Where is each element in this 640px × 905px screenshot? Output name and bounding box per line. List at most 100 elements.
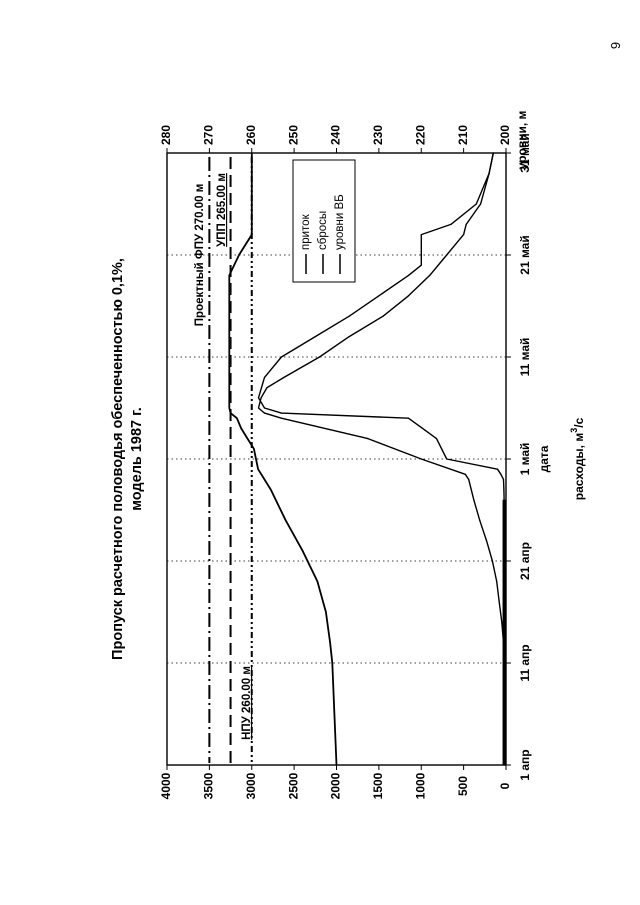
- data-point: [420, 264, 422, 266]
- data-point: [420, 234, 422, 236]
- data-point: [253, 448, 255, 450]
- data-point: [335, 764, 338, 766]
- data-point: [251, 152, 253, 154]
- data-point: [498, 601, 500, 603]
- x-tick-label: 21 май: [518, 235, 532, 274]
- data-point: [228, 407, 230, 409]
- y-right-tick-label: 240: [329, 125, 343, 145]
- y-right-tick-label: 210: [456, 125, 470, 145]
- data-point: [285, 519, 287, 521]
- data-point: [348, 336, 350, 338]
- data-point: [280, 412, 282, 414]
- text-layer: 1 апр 11 апр 21 апр 1 май 11 май 21 май 31 май…: [110, 111, 586, 800]
- y-left-axis-title-sup: 3: [569, 428, 579, 433]
- y-right-tick-label: 260: [244, 125, 258, 145]
- data-point: [331, 662, 333, 664]
- data-point: [333, 713, 335, 715]
- legend-label: уровни ВБ: [334, 194, 346, 250]
- x-tick-label: 11 апр: [518, 644, 532, 681]
- data-point: [283, 376, 285, 378]
- annotation-layer: [208, 157, 253, 763]
- data-point: [468, 478, 470, 480]
- series-layer: [228, 152, 507, 766]
- data-point: [367, 438, 369, 440]
- x-axis-title: дата: [537, 445, 551, 472]
- legend-label: сбросы: [317, 211, 329, 250]
- data-point: [329, 642, 331, 644]
- data-point: [325, 611, 327, 613]
- y-left-axis-title-base: расходы, м: [572, 433, 586, 501]
- data-point: [446, 458, 448, 460]
- data-point: [318, 356, 321, 358]
- data-point: [316, 580, 318, 583]
- data-point: [420, 254, 422, 256]
- data-point: [450, 223, 452, 225]
- data-point: [464, 473, 466, 475]
- data-point: [238, 254, 240, 256]
- series-line: [228, 153, 338, 766]
- y-right-tick-label: 280: [159, 125, 173, 145]
- data-point: [257, 407, 260, 409]
- y-left-tick-label: 500: [456, 776, 470, 796]
- data-point: [302, 550, 304, 552]
- data-point: [496, 580, 498, 583]
- data-point: [236, 417, 238, 419]
- data-point: [280, 417, 282, 419]
- legend-label: приток: [300, 213, 312, 250]
- y-left-tick-label: 0: [498, 782, 512, 789]
- y-left-axis-title: расходы, м3/с: [569, 417, 586, 500]
- y-right-tick-label: 250: [286, 125, 300, 145]
- reference-label: Проектный ФПУ 270.00 м: [194, 184, 206, 326]
- y-left-tick-label: 1500: [371, 772, 385, 799]
- chart-title-line2: модель 1987 г.: [129, 407, 145, 511]
- data-point: [446, 254, 448, 256]
- data-point: [378, 295, 380, 297]
- y-right-axis-title: уровни, м: [515, 111, 529, 170]
- data-point: [382, 315, 384, 317]
- data-point: [314, 336, 316, 338]
- data-point: [492, 152, 494, 154]
- data-point: [503, 489, 505, 491]
- data-point: [407, 417, 410, 419]
- data-point: [463, 234, 465, 236]
- data-point: [263, 376, 266, 378]
- y-left-tick-label: 1000: [413, 772, 427, 799]
- x-tick-label: 1 май: [518, 443, 532, 476]
- x-tick-label: 11 май: [518, 338, 532, 377]
- reference-label: УПП 265.00 м: [216, 173, 228, 247]
- legend-box: [292, 159, 356, 283]
- data-point: [266, 387, 268, 389]
- data-point: [420, 458, 422, 460]
- data-point: [491, 560, 493, 562]
- data-point: [465, 223, 467, 225]
- x-tick-label: 31 май: [518, 133, 532, 172]
- data-point: [263, 407, 266, 409]
- data-point: [263, 412, 266, 414]
- data-point: [496, 468, 499, 470]
- data-point: [240, 427, 242, 429]
- data-point: [488, 172, 490, 174]
- x-tick-label: 1 апр: [518, 749, 532, 780]
- y-left-tick-label: 4000: [159, 772, 173, 799]
- y-left-axis-title-tail: /с: [572, 417, 586, 427]
- data-point: [407, 295, 410, 297]
- data-point: [429, 274, 431, 276]
- y-right-tick-label: 230: [371, 125, 385, 145]
- data-point: [480, 203, 482, 205]
- y-left-tick-label: 2000: [329, 772, 343, 799]
- chart-title-line1: Пропуск расчетного половодья обеспеченно…: [110, 258, 126, 660]
- data-point: [260, 397, 262, 399]
- y-left-tick-label: 3000: [244, 772, 258, 799]
- data-point: [407, 274, 410, 276]
- data-point: [502, 478, 505, 480]
- y-right-tick-label: 200: [498, 125, 512, 145]
- reference-label: НПУ 260.00 м: [241, 666, 253, 740]
- data-point: [475, 203, 477, 205]
- data-point: [485, 540, 488, 542]
- data-point: [473, 499, 475, 501]
- data-point: [257, 468, 259, 470]
- data-point: [251, 172, 253, 174]
- data-point: [435, 438, 438, 440]
- y-right-tick-label: 220: [413, 125, 427, 145]
